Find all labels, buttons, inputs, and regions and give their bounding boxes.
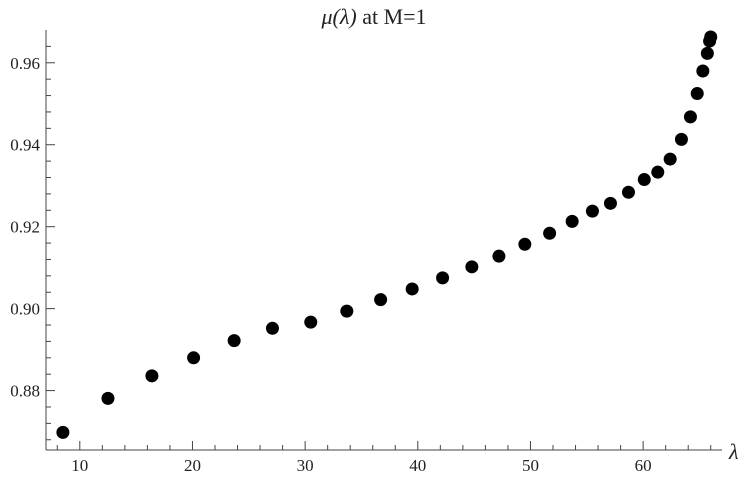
data-point — [651, 165, 665, 179]
data-point — [621, 185, 635, 199]
data-point — [465, 260, 479, 274]
x-tick-label: 20 — [184, 456, 201, 475]
data-point — [101, 391, 115, 405]
data-point — [603, 196, 617, 210]
y-tick-label: 0.96 — [10, 54, 40, 73]
x-tick-label: 40 — [409, 456, 426, 475]
data-point — [265, 321, 279, 335]
y-axis-ticks: 0.88 0.90 0.92 0.94 0.96 — [10, 45, 55, 441]
x-axis-label: λ — [728, 439, 739, 464]
data-point — [187, 351, 201, 365]
chart-title: μ(λ) at M=1 — [320, 4, 426, 29]
data-point — [374, 293, 388, 307]
axes — [45, 30, 722, 451]
data-point — [227, 334, 241, 348]
x-tick-label: 10 — [71, 456, 88, 475]
data-point — [565, 214, 579, 228]
data-point — [700, 46, 714, 60]
data-point — [696, 64, 710, 78]
data-point — [585, 204, 599, 218]
data-point — [683, 110, 697, 124]
y-tick-label: 0.94 — [10, 136, 40, 155]
chart-title-rest: at M=1 — [357, 4, 427, 29]
y-tick-label: 0.88 — [10, 382, 40, 401]
data-point — [637, 173, 651, 187]
x-axis-ticks: 10 20 30 40 50 60 — [56, 441, 712, 475]
data-point — [690, 87, 704, 101]
data-point — [405, 282, 419, 296]
data-point — [304, 315, 318, 329]
data-point — [340, 304, 354, 318]
y-tick-label: 0.92 — [10, 218, 40, 237]
data-points — [56, 30, 718, 439]
data-point — [145, 369, 159, 383]
chart-title-math: μ(λ) — [320, 4, 356, 29]
data-point — [543, 226, 557, 240]
data-point — [663, 152, 677, 166]
data-point — [492, 249, 506, 263]
data-point — [518, 237, 532, 251]
data-point — [674, 132, 688, 146]
x-tick-label: 60 — [635, 456, 652, 475]
data-point — [436, 271, 450, 285]
x-tick-label: 50 — [522, 456, 539, 475]
data-point — [704, 30, 718, 44]
data-point — [56, 425, 70, 439]
x-tick-label: 30 — [297, 456, 314, 475]
y-tick-label: 0.90 — [10, 300, 40, 319]
